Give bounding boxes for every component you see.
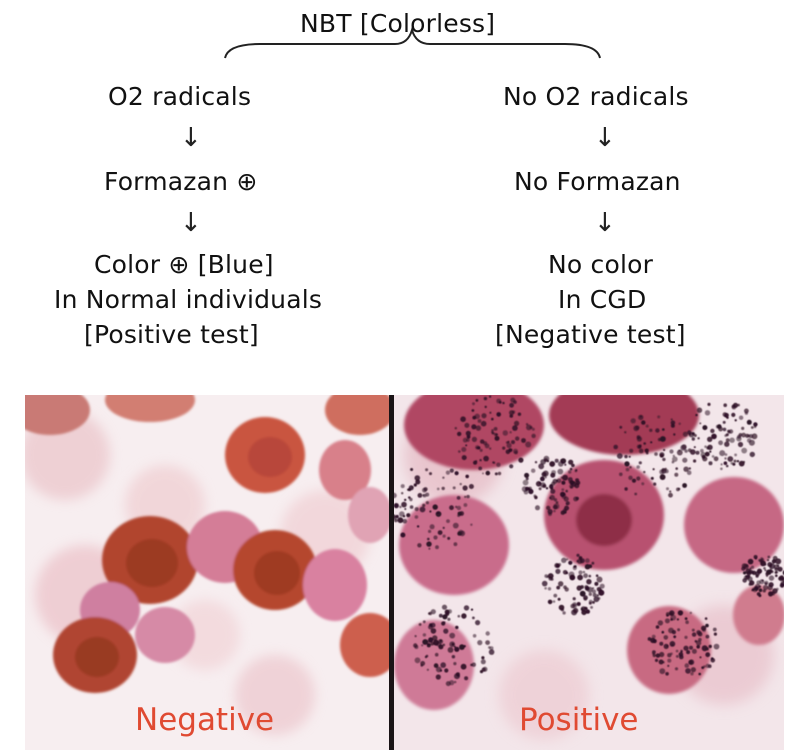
right-arrow-1: ↓ [594,123,616,153]
right-arrow-2: ↓ [594,208,616,238]
negative-cells-image [25,395,389,735]
image-divider [389,395,394,750]
right-step1: No O2 radicals [503,82,689,111]
positive-cells-image [394,395,784,740]
right-step3-line3: [Negative test] [495,320,686,349]
root-node: NBT [Colorless] [300,9,496,38]
right-step2: No Formazan [514,167,681,196]
negative-micrograph: Negative [25,395,389,750]
left-step1: O2 radicals [108,82,252,111]
left-arrow-2: ↓ [180,208,202,238]
right-step3-line2: In CGD [558,285,647,314]
left-step2: Formazan ⊕ [104,167,258,196]
positive-label: Positive [519,702,639,738]
negative-label: Negative [135,702,275,738]
right-step3-line1: No color [548,250,654,279]
left-step3-line3: [Positive test] [84,320,259,349]
left-step3-line1: Color ⊕ [Blue] [94,250,274,279]
positive-micrograph: Positive [394,395,784,750]
left-step3-line2: In Normal individuals [54,285,323,314]
left-arrow-1: ↓ [180,123,202,153]
formazan-deposits [394,395,784,687]
branch-brace [224,26,601,59]
